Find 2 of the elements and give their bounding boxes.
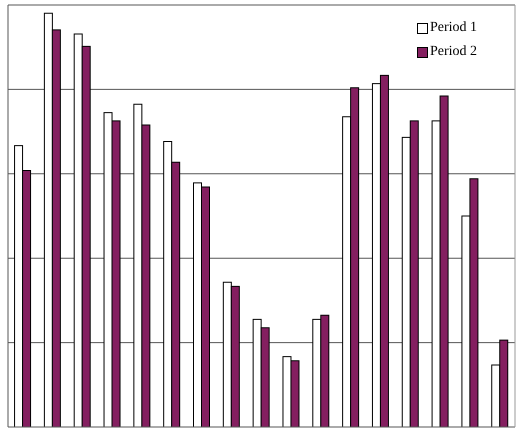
legend-label: Period 2 (430, 43, 478, 61)
legend-label: Period 1 (430, 19, 478, 37)
